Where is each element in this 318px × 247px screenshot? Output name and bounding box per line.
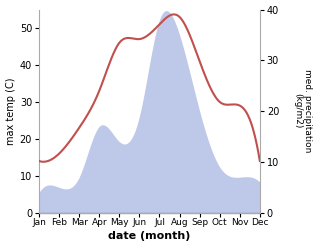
Y-axis label: max temp (C): max temp (C) bbox=[5, 77, 16, 145]
Y-axis label: med. precipitation
(kg/m2): med. precipitation (kg/m2) bbox=[293, 69, 313, 153]
X-axis label: date (month): date (month) bbox=[108, 231, 190, 242]
